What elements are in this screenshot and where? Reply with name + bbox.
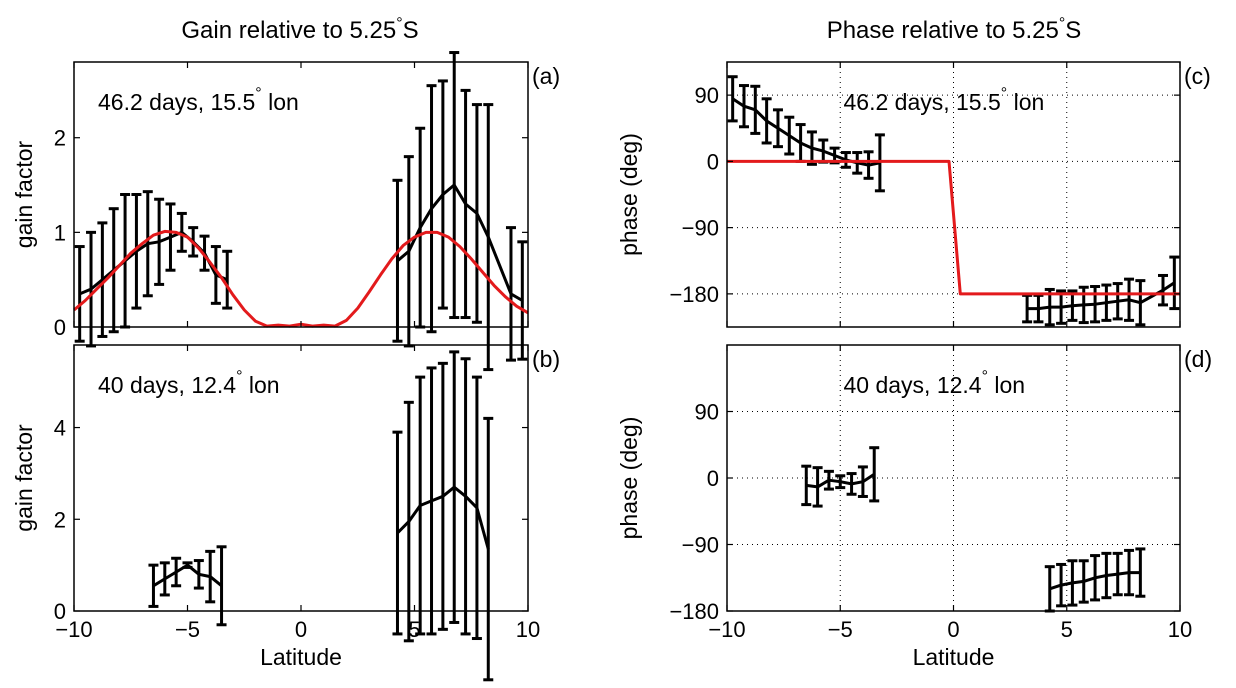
y-tick-label: 4 bbox=[54, 416, 66, 441]
y-axis-label: phase (deg) bbox=[616, 133, 642, 256]
y-tick-label: 2 bbox=[54, 126, 66, 151]
y-axis-label: gain factor bbox=[11, 140, 37, 248]
y-tick-label: −90 bbox=[682, 216, 719, 241]
y-tick-label: −90 bbox=[682, 533, 719, 558]
x-axis-label: Latitude bbox=[913, 644, 995, 670]
y-tick-label: −180 bbox=[669, 599, 719, 624]
y-tick-label: −180 bbox=[669, 282, 719, 307]
x-tick-label: 5 bbox=[1061, 617, 1073, 642]
mean-line bbox=[806, 473, 1141, 591]
y-tick-label: 90 bbox=[695, 83, 719, 108]
panel-b: −10 −5 0 5 10 0 2 4 gain factor Latitude (b) 40 day… bbox=[11, 344, 560, 682]
x-tick-label: 5 bbox=[408, 617, 420, 642]
annotation: 46.2 days, 15.5° lon bbox=[98, 85, 299, 115]
x-axis-label: Latitude bbox=[260, 644, 342, 670]
x-tick-label: −10 bbox=[708, 617, 745, 642]
panel-label: (d) bbox=[1184, 346, 1212, 372]
panel-a: 0 1 2 gain factor (a) 46.2 days, 15.5° lon bbox=[11, 51, 560, 372]
y-tick-label: 0 bbox=[707, 466, 719, 491]
panel-label: (b) bbox=[532, 346, 560, 372]
y-tick-label: 1 bbox=[54, 220, 66, 245]
degree-symbol: ° bbox=[1059, 15, 1065, 32]
panel-d: −10 −5 0 5 10 90 0 −90 −180 phase (deg) Latitude (d… bbox=[616, 344, 1212, 670]
y-tick-label: 0 bbox=[54, 315, 66, 340]
y-tick-label: 0 bbox=[54, 599, 66, 624]
y-tick-label: 2 bbox=[54, 507, 66, 532]
y-axis-label: phase (deg) bbox=[616, 417, 642, 540]
gain-title: Gain relative to 5.25°S bbox=[181, 15, 418, 44]
y-tick-label: 90 bbox=[695, 400, 719, 425]
degree-symbol: ° bbox=[396, 15, 402, 32]
panel-label: (a) bbox=[532, 63, 560, 89]
x-tick-label: 0 bbox=[947, 617, 959, 642]
x-tick-label: 0 bbox=[295, 617, 307, 642]
x-tick-label: −5 bbox=[175, 617, 200, 642]
x-tick-label: −5 bbox=[828, 617, 853, 642]
y-tick-label: 0 bbox=[707, 149, 719, 174]
annotation: 40 days, 12.4° lon bbox=[844, 368, 1026, 398]
panel-label: (c) bbox=[1184, 63, 1211, 89]
annotation: 46.2 days, 15.5° lon bbox=[844, 85, 1045, 115]
y-axis-label: gain factor bbox=[11, 424, 37, 532]
model-line bbox=[73, 229, 529, 328]
model-line bbox=[727, 159, 1180, 296]
x-tick-label: −10 bbox=[55, 617, 92, 642]
x-tick-label: 10 bbox=[1168, 617, 1192, 642]
annotation: 40 days, 12.4° lon bbox=[98, 368, 280, 398]
mean-line bbox=[152, 485, 490, 588]
x-tick-label: 10 bbox=[516, 617, 540, 642]
panel-c: 90 0 −90 −180 phase (deg) (c) 46.2 days, 15.5°… bbox=[616, 61, 1211, 328]
phase-title: Phase relative to 5.25°S bbox=[827, 15, 1082, 44]
